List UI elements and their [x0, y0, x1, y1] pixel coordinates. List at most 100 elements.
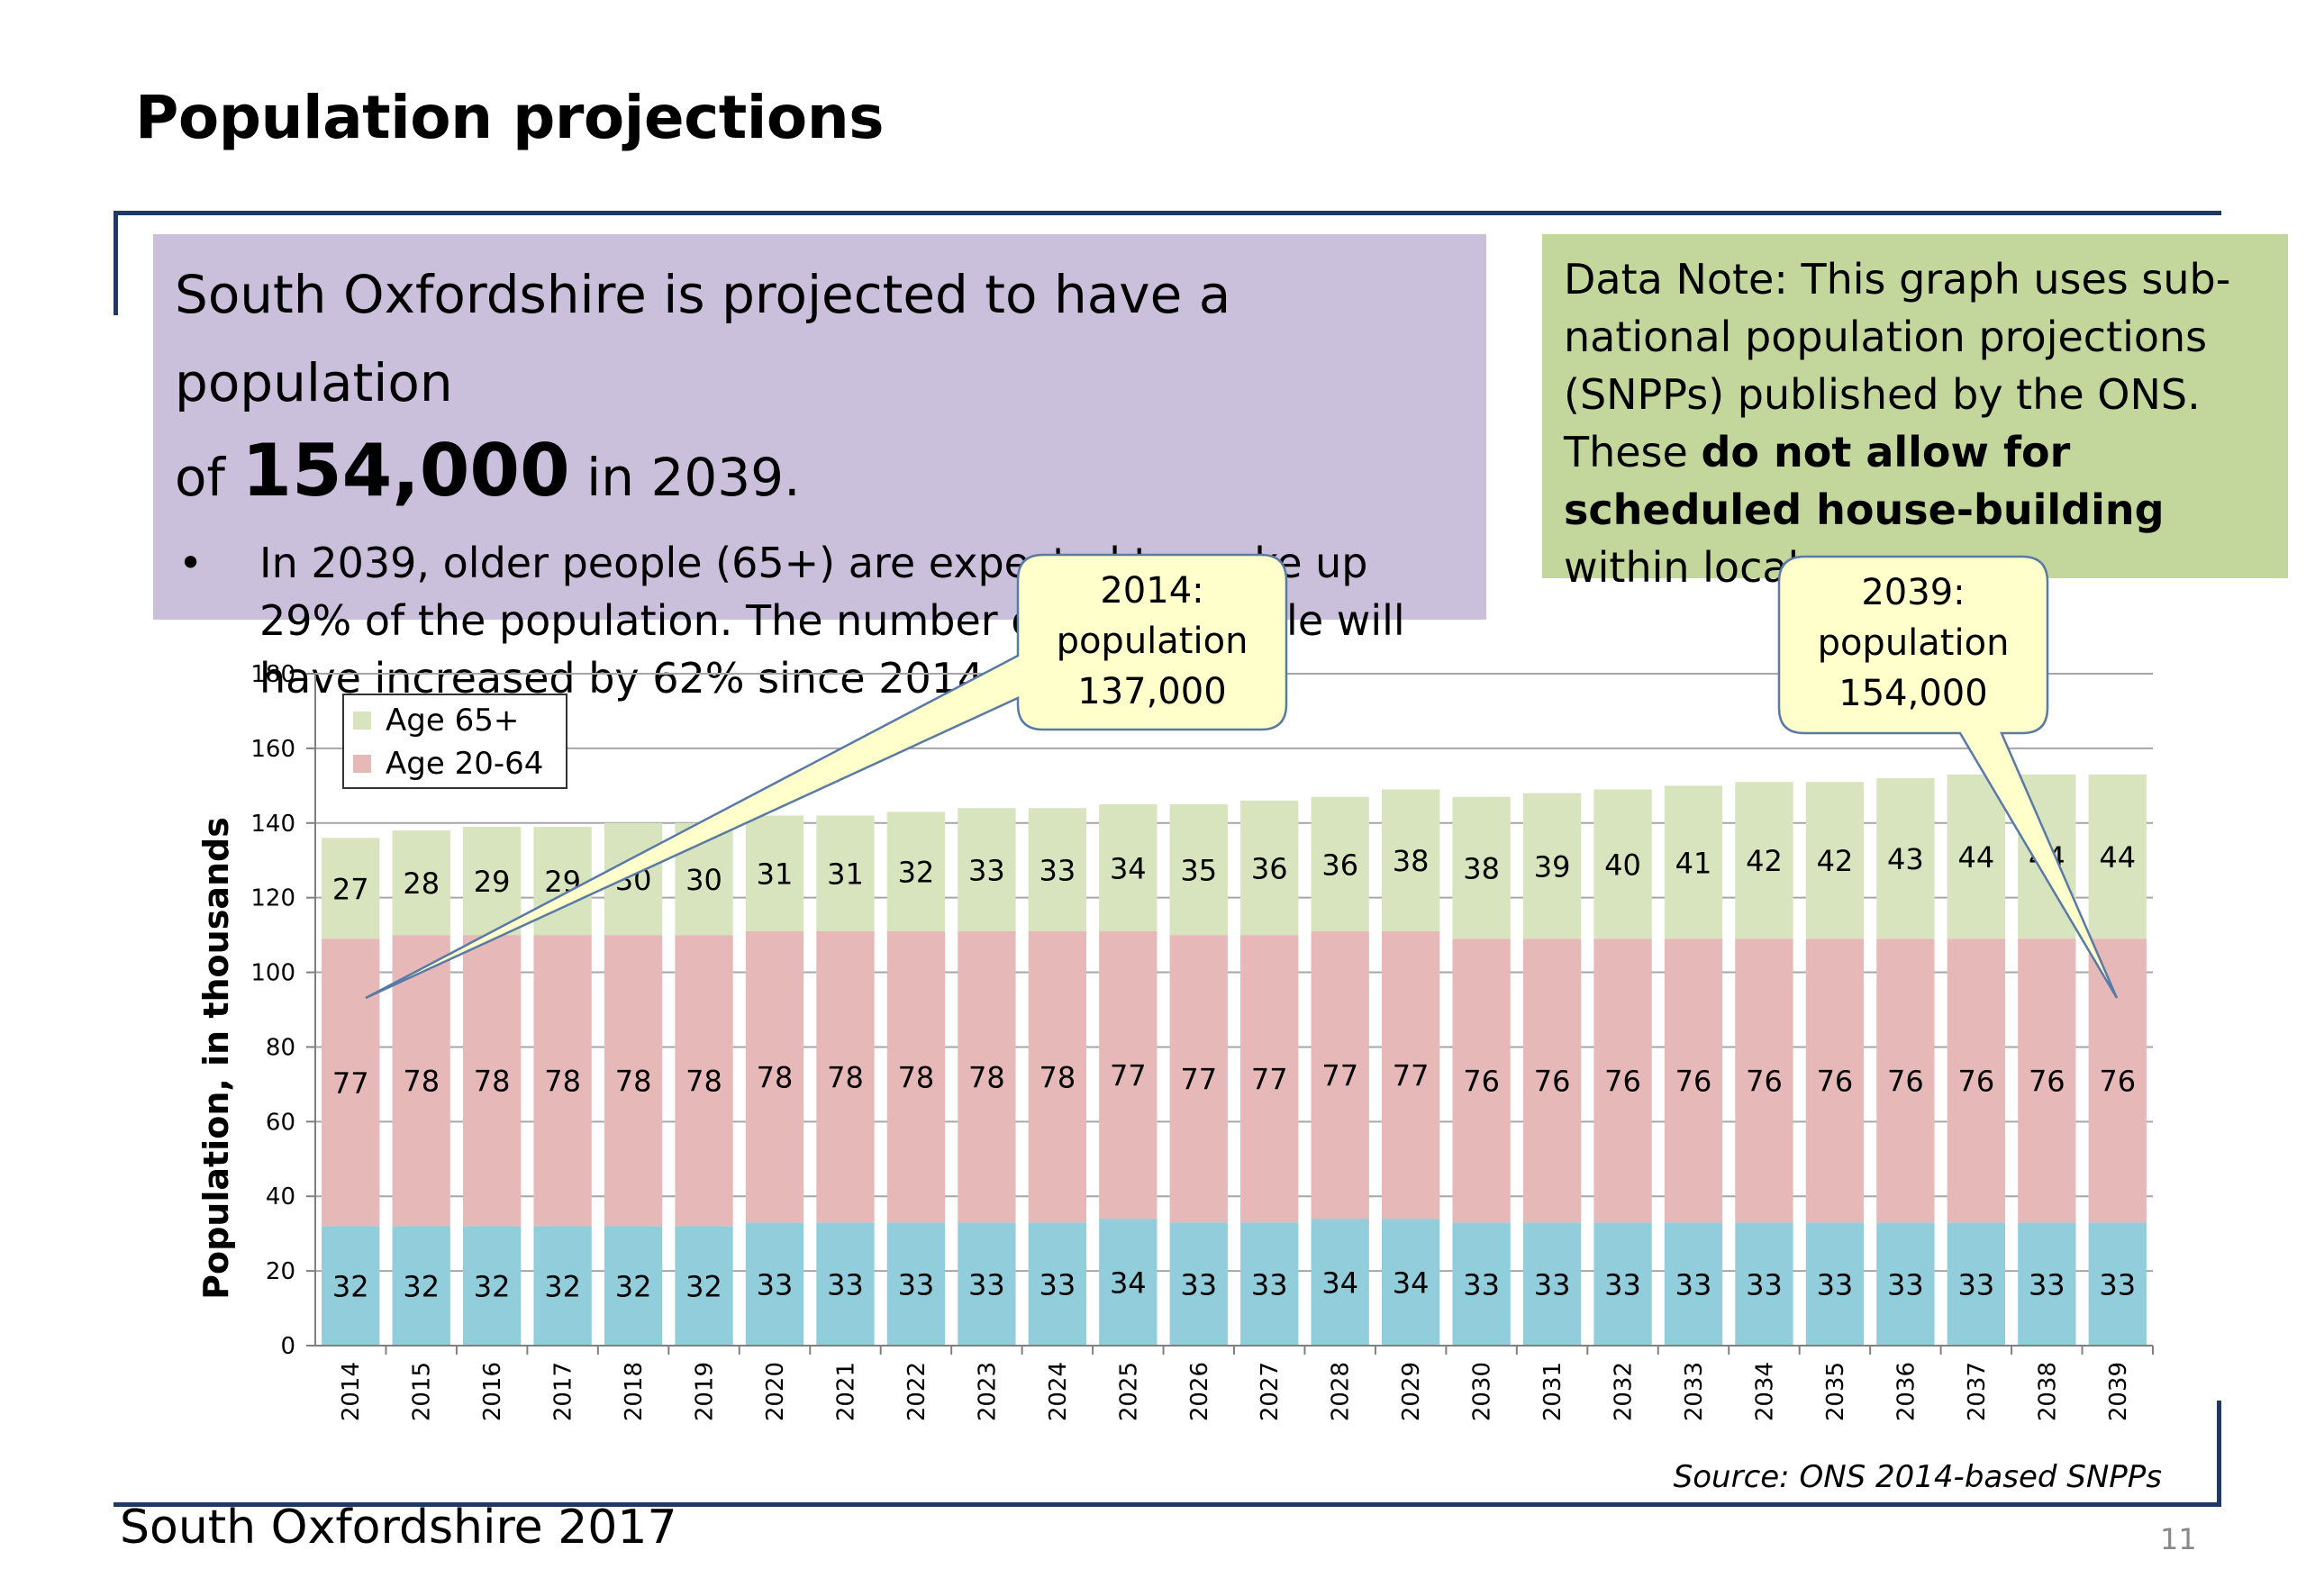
- data-label-age-65-plus-2036: 43: [1887, 842, 1924, 876]
- data-label-age-20-64-2025: 77: [1110, 1059, 1147, 1093]
- bar-age-65-plus-2031: [1522, 793, 1582, 939]
- data-label-age-20-64-2032: 76: [1604, 1065, 1641, 1099]
- bar-age-0-19-2021: [816, 1222, 875, 1346]
- chart-bars: [322, 774, 2147, 1346]
- bottom-rule-tick: [2217, 1401, 2221, 1507]
- callout-2014-bubble: [365, 553, 1288, 1000]
- bar-age-65-plus-2030: [1452, 796, 1511, 939]
- data-label-age-65-plus-2024: 33: [1039, 854, 1076, 888]
- x-tick-label-2036: 2036: [1893, 1362, 1920, 1421]
- legend-item-age-65-plus: Age 65+: [353, 699, 557, 742]
- x-tick-label-2019: 2019: [692, 1362, 719, 1421]
- data-label-age-65-plus-2016: 29: [474, 865, 511, 899]
- data-label-age-0-19-2026: 33: [1180, 1268, 1217, 1302]
- data-note-bold: do not allow for scheduled house-buildin…: [1564, 428, 2165, 534]
- x-tick-label-2015: 2015: [409, 1362, 436, 1421]
- bar-age-20-64-2024: [1028, 930, 1087, 1223]
- bar-age-20-64-2031: [1522, 939, 1582, 1223]
- callout-2014-year: 2014:: [1100, 570, 1204, 612]
- bar-age-65-plus-2016: [462, 826, 522, 936]
- data-label-age-20-64-2027: 77: [1251, 1063, 1288, 1097]
- data-label-age-0-19-2022: 33: [898, 1268, 935, 1302]
- legend-swatch-age-65-plus: [353, 712, 371, 730]
- data-label-age-65-plus-2032: 40: [1604, 848, 1641, 882]
- data-label-age-65-plus-2031: 39: [1534, 849, 1571, 884]
- bar-age-65-plus-2024: [1028, 808, 1087, 931]
- bar-age-65-plus-2022: [886, 812, 946, 931]
- bar-age-0-19-2022: [886, 1222, 946, 1346]
- data-label-age-65-plus-2019: 30: [685, 863, 722, 897]
- bar-age-65-plus-2020: [745, 815, 804, 931]
- data-label-age-0-19-2021: 33: [827, 1268, 864, 1302]
- bar-age-0-19-2018: [604, 1226, 663, 1346]
- summary-headline: South Oxfordshire is projected to have a…: [175, 250, 1465, 521]
- bar-age-65-plus-2034: [1735, 782, 1793, 939]
- bar-age-20-64-2039: [2088, 939, 2147, 1223]
- data-label-age-0-19-2033: 33: [1675, 1268, 1712, 1302]
- data-label-age-65-plus-2037: 44: [1957, 840, 1994, 875]
- x-tick-label-2033: 2033: [1681, 1362, 1708, 1421]
- bar-age-0-19-2019: [675, 1226, 733, 1346]
- bar-age-20-64-2030: [1452, 939, 1511, 1223]
- x-tick-label-2022: 2022: [903, 1362, 931, 1421]
- bar-age-65-plus-2028: [1311, 796, 1369, 931]
- x-tick-label-2037: 2037: [1964, 1362, 1991, 1421]
- data-label-age-20-64-2014: 77: [332, 1066, 369, 1101]
- bar-age-20-64-2033: [1664, 939, 1723, 1223]
- data-label-age-65-plus-2021: 31: [827, 857, 864, 892]
- x-tick-label-2034: 2034: [1751, 1362, 1778, 1421]
- data-label-age-20-64-2030: 76: [1463, 1065, 1500, 1099]
- data-label-age-65-plus-2027: 36: [1251, 852, 1288, 886]
- data-label-age-20-64-2022: 78: [898, 1061, 935, 1095]
- footer-text: South Oxfordshire 2017: [120, 1501, 677, 1555]
- data-label-age-20-64-2016: 78: [474, 1065, 511, 1099]
- callout-2014-text: 2014: population 137,000: [1018, 566, 1286, 717]
- x-tick-label-2026: 2026: [1186, 1362, 1213, 1421]
- x-tick-label-2024: 2024: [1045, 1362, 1072, 1421]
- bar-age-65-plus-2039: [2088, 774, 2147, 939]
- data-label-age-0-19-2039: 33: [2099, 1268, 2136, 1302]
- data-label-age-65-plus-2026: 35: [1180, 854, 1217, 888]
- data-label-age-20-64-2033: 76: [1675, 1065, 1712, 1099]
- data-label-age-65-plus-2029: 38: [1393, 844, 1430, 878]
- data-note-text: Data Note: This graph uses sub-national …: [1564, 255, 2231, 476]
- y-tick-label: 0: [280, 1333, 295, 1360]
- bar-age-0-19-2017: [533, 1226, 592, 1346]
- data-label-age-0-19-2035: 33: [1817, 1268, 1854, 1302]
- data-label-age-0-19-2016: 32: [474, 1270, 511, 1304]
- callout-2039-text: 2039: population 154,000: [1779, 567, 2047, 719]
- bar-age-20-64-2019: [675, 935, 733, 1227]
- bar-age-20-64-2020: [745, 930, 804, 1223]
- data-label-age-65-plus-2030: 38: [1463, 852, 1500, 886]
- y-tick-label: 140: [250, 811, 295, 838]
- bar-age-20-64-2035: [1805, 939, 1865, 1223]
- x-tick-label-2030: 2030: [1469, 1362, 1496, 1421]
- top-rule-tick: [113, 211, 118, 315]
- projected-population-value: 154,000: [241, 429, 570, 512]
- data-label-age-65-plus-2022: 32: [898, 856, 935, 890]
- data-label-age-0-19-2019: 32: [685, 1270, 722, 1304]
- data-label-age-0-19-2034: 33: [1746, 1268, 1783, 1302]
- bar-age-20-64-2015: [392, 935, 450, 1227]
- bar-age-65-plus-2036: [1876, 778, 1935, 939]
- chart-axes: 0 20 40 60 80 100 120 140 160 180 2014 2015 2016 2017…: [250, 661, 2154, 1421]
- legend-label-age-65-plus: Age 65+: [386, 703, 520, 739]
- callout-2014-value: 137,000: [1077, 671, 1227, 712]
- x-tick-label-2020: 2020: [762, 1362, 789, 1421]
- data-label-age-20-64-2015: 78: [403, 1065, 440, 1099]
- bar-age-20-64-2017: [533, 935, 592, 1227]
- summary-suffix: in 2039.: [586, 447, 801, 508]
- callout-2039-bubble: [1777, 555, 2119, 999]
- bar-age-65-plus-2014: [322, 838, 380, 939]
- bar-age-65-plus-2033: [1664, 785, 1723, 939]
- source-note: Source: ONS 2014-based SNPPs: [1673, 1459, 2162, 1495]
- bar-age-20-64-2022: [886, 930, 946, 1223]
- bar-age-65-plus-2021: [816, 815, 875, 931]
- legend-item-age-20-64: Age 20-64: [353, 742, 557, 785]
- data-note-box: Data Note: This graph uses sub-national …: [1542, 234, 2288, 592]
- y-tick-label: 60: [266, 1109, 295, 1136]
- callout-2014-label: population: [1056, 621, 1248, 662]
- y-tick-label: 40: [266, 1183, 295, 1211]
